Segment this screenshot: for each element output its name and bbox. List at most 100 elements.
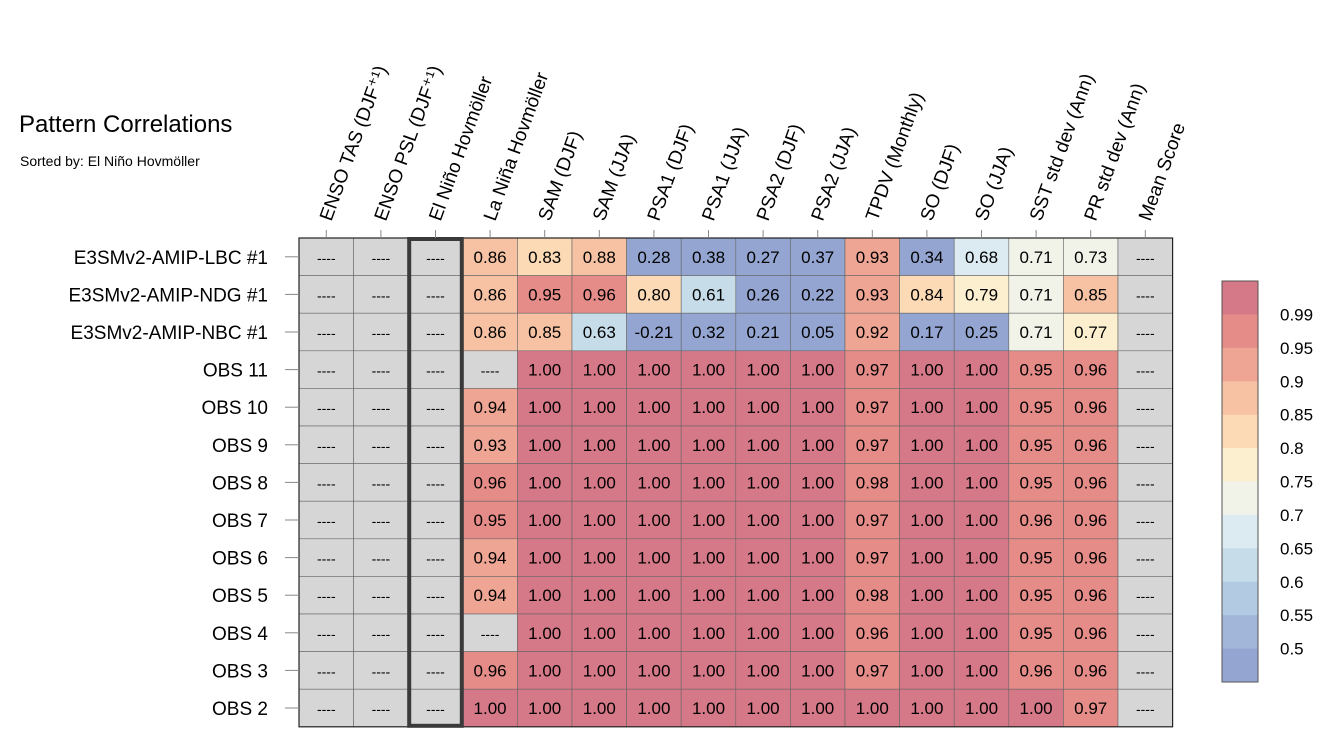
- heatmap-cell-label: 1.00: [965, 586, 998, 605]
- heatmap-cell-label: ----: [317, 588, 336, 604]
- heatmap-cell: [735, 500, 791, 540]
- heatmap-cell-label: ----: [426, 325, 445, 341]
- colorbar-tick-label: 0.85: [1280, 406, 1313, 425]
- heatmap-cell: [790, 237, 846, 276]
- heatmap-cell-label: 1.00: [910, 473, 943, 492]
- heatmap-cell-label: ----: [1136, 475, 1155, 491]
- heatmap-cell-label: 1.00: [637, 511, 670, 530]
- heatmap-cell: [1008, 350, 1064, 389]
- heatmap-cell-label: 1.00: [528, 661, 561, 680]
- heatmap-cell: [1008, 538, 1064, 577]
- heatmap-cell: [899, 688, 955, 728]
- heatmap-cell: [626, 651, 682, 690]
- heatmap-cell-label: 1.00: [910, 511, 943, 530]
- heatmap-cell: [462, 275, 518, 314]
- heatmap-cell-label: 0.97: [1074, 699, 1107, 718]
- column-header: SO (JJA): [971, 144, 1017, 224]
- heatmap-cell-label: 1.00: [474, 699, 507, 718]
- heatmap-cell: [735, 463, 791, 502]
- heatmap-cell-label: 0.32: [692, 323, 725, 342]
- heatmap-cell-label: 0.84: [910, 285, 943, 304]
- heatmap-cell: [407, 613, 464, 652]
- heatmap-cell-label: 1.00: [692, 586, 725, 605]
- heatmap-cell: [899, 425, 955, 464]
- row-label: E3SMv2-AMIP-NBC #1: [71, 323, 268, 344]
- heatmap-cell-label: 0.95: [1020, 586, 1053, 605]
- heatmap-cell: [571, 613, 627, 652]
- heatmap-cell: [571, 425, 627, 464]
- heatmap-cell-label: 0.86: [474, 285, 507, 304]
- heatmap-cell: [1117, 651, 1173, 690]
- heatmap-cell-label: 1.00: [637, 661, 670, 680]
- heatmap-cell: [790, 688, 846, 728]
- heatmap-cell-label: 0.63: [583, 323, 616, 342]
- heatmap-cell-label: 0.95: [528, 285, 561, 304]
- heatmap-cell: [680, 350, 737, 389]
- heatmap-cell: [735, 425, 791, 464]
- heatmap-cell-label: 0.96: [1074, 549, 1107, 568]
- heatmap-cell: [735, 275, 791, 314]
- heatmap-cell-label: 0.96: [1074, 436, 1107, 455]
- row-label: E3SMv2-AMIP-NDG #1: [68, 285, 268, 306]
- colorbar-tick-label: 0.99: [1280, 305, 1313, 324]
- heatmap-cell-label: 1.00: [692, 436, 725, 455]
- heatmap-cell-label: 1.00: [637, 549, 670, 568]
- heatmap-cell-label: ----: [426, 588, 445, 604]
- heatmap-cell: [517, 463, 573, 502]
- heatmap-cell-label: 0.96: [1074, 586, 1107, 605]
- heatmap-cell: [298, 275, 354, 314]
- heatmap-cell-label: 0.97: [856, 398, 889, 417]
- colorbar-band: [1222, 615, 1258, 649]
- heatmap-cell-label: ----: [426, 513, 445, 529]
- row-label: OBS 2: [212, 699, 268, 720]
- heatmap-cell-label: 0.96: [474, 661, 507, 680]
- heatmap-cell-label: 0.98: [856, 473, 889, 492]
- heatmap-cell-label: 0.80: [637, 285, 670, 304]
- heatmap-cell: [1117, 463, 1173, 502]
- heatmap-cell: [407, 500, 464, 540]
- heatmap-cell-label: ----: [372, 551, 391, 567]
- heatmap-cell: [626, 613, 682, 652]
- heatmap-cell-label: 0.83: [528, 248, 561, 267]
- heatmap-cell-label: 1.00: [583, 586, 616, 605]
- heatmap-cell: [899, 500, 955, 540]
- heatmap-cell-label: ----: [372, 513, 391, 529]
- heatmap-cell: [462, 651, 518, 690]
- heatmap-cell-label: 1.00: [528, 436, 561, 455]
- heatmap-cell: [407, 388, 464, 427]
- heatmap-cell-label: 0.95: [1020, 549, 1053, 568]
- heatmap-cell: [517, 538, 573, 577]
- heatmap-cell: [298, 463, 354, 502]
- heatmap-cell: [517, 613, 573, 652]
- heatmap-cell-label: 1.00: [801, 361, 834, 380]
- heatmap-cell-label: 1.00: [583, 473, 616, 492]
- heatmap-cell-label: 1.00: [965, 398, 998, 417]
- row-labels: E3SMv2-AMIP-LBC #1 E3SMv2-AMIP-NDG #1 E3SM…: [68, 248, 299, 720]
- heatmap-cell: [1063, 312, 1119, 352]
- heatmap-cell-label: 1.00: [801, 398, 834, 417]
- heatmap-cell-label: 1.00: [637, 699, 670, 718]
- heatmap-cell: [680, 576, 737, 615]
- heatmap-cell: [1117, 425, 1173, 464]
- colorbar-tick-label: 0.9: [1280, 372, 1304, 391]
- heatmap-cell-label: 0.26: [747, 285, 780, 304]
- heatmap-cell-label: 0.96: [1020, 661, 1053, 680]
- heatmap-cell-label: 0.71: [1020, 248, 1053, 267]
- heatmap-cell: [1063, 237, 1119, 276]
- heatmap-cell-label: ----: [426, 363, 445, 379]
- heatmap-cell: [953, 275, 1010, 314]
- colorbar-frame: [1221, 280, 1259, 683]
- heatmap-cell-label: 0.96: [1074, 361, 1107, 380]
- heatmap-cell-label: 1.00: [583, 511, 616, 530]
- heatmap-cell-label: 0.97: [856, 511, 889, 530]
- heatmap-cell-label: ----: [317, 438, 336, 454]
- heatmap-cell-label: 0.96: [1074, 661, 1107, 680]
- heatmap-cell-label: ----: [372, 325, 391, 341]
- heatmap-cell-label: 0.98: [856, 586, 889, 605]
- heatmap-cell: [735, 350, 791, 389]
- heatmap-cell-label: 1.00: [583, 624, 616, 643]
- heatmap-cell-label: 0.96: [1074, 398, 1107, 417]
- heatmap-cell-label: 0.97: [856, 436, 889, 455]
- colorbar-band: [1222, 381, 1258, 415]
- row-label: OBS 11: [203, 361, 268, 382]
